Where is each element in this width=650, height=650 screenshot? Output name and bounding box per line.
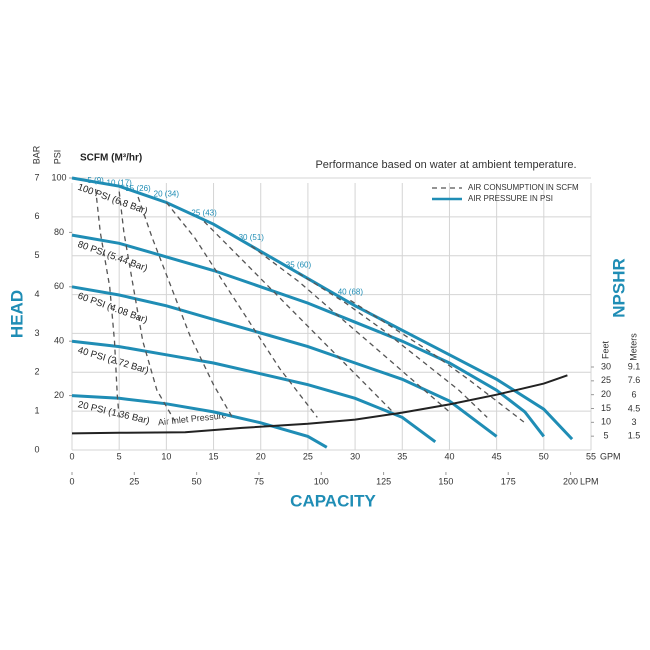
- y3-tick-label: 15: [601, 403, 611, 413]
- y-tick-label: 40: [54, 336, 64, 346]
- scfm-label: SCFM (M³/hr): [80, 153, 142, 164]
- y4-tick-label: 6: [631, 390, 636, 400]
- legend-label: AIR PRESSURE IN PSI: [468, 194, 553, 203]
- y2-tick-label: 2: [34, 367, 39, 377]
- y2-tick-label: 0: [34, 444, 39, 454]
- y2-tick-label: 5: [34, 250, 39, 260]
- x-tick-label: 5: [117, 451, 122, 461]
- y3-tick-label: 20: [601, 389, 611, 399]
- x-axis-title: CAPACITY: [290, 491, 376, 510]
- scfm-curve: [94, 188, 120, 418]
- x-tick-label: 35: [397, 451, 407, 461]
- meters-unit: Meters: [628, 333, 638, 361]
- scfm-curve: [137, 196, 233, 418]
- y2-tick-label: 7: [34, 172, 39, 182]
- x2-tick-label: 0: [69, 476, 74, 486]
- scfm-curve: [298, 272, 488, 418]
- pressure-label: 60 PSI (4.08 Bar): [76, 291, 149, 326]
- gpm-unit: GPM: [600, 451, 621, 461]
- psi-unit: PSI: [52, 150, 62, 165]
- y2-tick-label: 3: [34, 328, 39, 338]
- scfm-curve: [250, 245, 450, 413]
- x2-tick-label: 50: [192, 476, 202, 486]
- pressure-curve: [71, 339, 437, 444]
- x-tick-label: 40: [444, 451, 454, 461]
- x2-tick-label: 175: [501, 476, 516, 486]
- scfm-label: 35 (60): [286, 260, 312, 269]
- x-tick-label: 15: [209, 451, 219, 461]
- scfm-label: 5 (9): [87, 176, 104, 185]
- pressure-label: 20 PSI (1.36 Bar): [77, 399, 151, 427]
- y-tick-label: 80: [54, 227, 64, 237]
- bar-unit: BAR: [31, 145, 41, 164]
- pressure-label: 80 PSI (5.44 Bar): [76, 239, 149, 274]
- y-axis-title: HEAD: [7, 290, 26, 338]
- y2-tick-label: 1: [34, 406, 39, 416]
- x-tick-label: 30: [350, 451, 360, 461]
- x-tick-label: 10: [161, 451, 171, 461]
- scfm-curve: [118, 191, 177, 424]
- y3-tick-label: 5: [603, 431, 608, 441]
- x2-tick-label: 125: [376, 476, 391, 486]
- feet-unit: Feet: [600, 340, 610, 359]
- x-tick-label: 20: [256, 451, 266, 461]
- x2-tick-label: 150: [438, 476, 453, 486]
- y4-tick-label: 9.1: [628, 361, 641, 371]
- y4-tick-label: 4.5: [628, 403, 641, 413]
- x-tick-label: 25: [303, 451, 313, 461]
- y-tick-label: 60: [54, 281, 64, 291]
- x-tick-label: 0: [69, 451, 74, 461]
- x2-tick-label: 100: [314, 476, 329, 486]
- npshr-title: NPSHR: [609, 258, 628, 318]
- y3-tick-label: 30: [601, 361, 611, 371]
- y-tick-label: 20: [54, 390, 64, 400]
- x-tick-label: 55: [586, 451, 596, 461]
- y4-tick-label: 1.5: [628, 431, 641, 441]
- scfm-curve: [165, 202, 318, 418]
- lpm-unit: LPM: [580, 476, 599, 486]
- annotation: Performance based on water at ambient te…: [315, 159, 576, 171]
- x2-tick-label: 75: [254, 476, 264, 486]
- scfm-label: 30 (51): [239, 233, 265, 242]
- y2-tick-label: 4: [34, 289, 39, 299]
- x-tick-label: 45: [492, 451, 502, 461]
- pressure-curve: [71, 285, 498, 438]
- x-tick-label: 50: [539, 451, 549, 461]
- scfm-label: 15 (26): [125, 184, 151, 193]
- y-tick-label: 100: [51, 172, 66, 182]
- scfm-label: 10 (17): [107, 179, 133, 188]
- scfm-label: 40 (68): [338, 288, 364, 297]
- y3-tick-label: 10: [601, 417, 611, 427]
- legend-label: AIR CONSUMPTION IN SCFM: [468, 183, 579, 192]
- scfm-label: 25 (43): [191, 209, 217, 218]
- x2-tick-label: 200: [563, 476, 578, 486]
- x2-tick-label: 25: [129, 476, 139, 486]
- pressure-curve: [71, 394, 328, 449]
- y4-tick-label: 3: [631, 417, 636, 427]
- y2-tick-label: 6: [34, 211, 39, 221]
- npshr-curve: [71, 374, 568, 435]
- scfm-label: 20 (34): [154, 190, 180, 199]
- y3-tick-label: 25: [601, 375, 611, 385]
- scfm-curve: [350, 299, 526, 424]
- y4-tick-label: 7.6: [628, 375, 641, 385]
- pressure-curve: [71, 176, 574, 441]
